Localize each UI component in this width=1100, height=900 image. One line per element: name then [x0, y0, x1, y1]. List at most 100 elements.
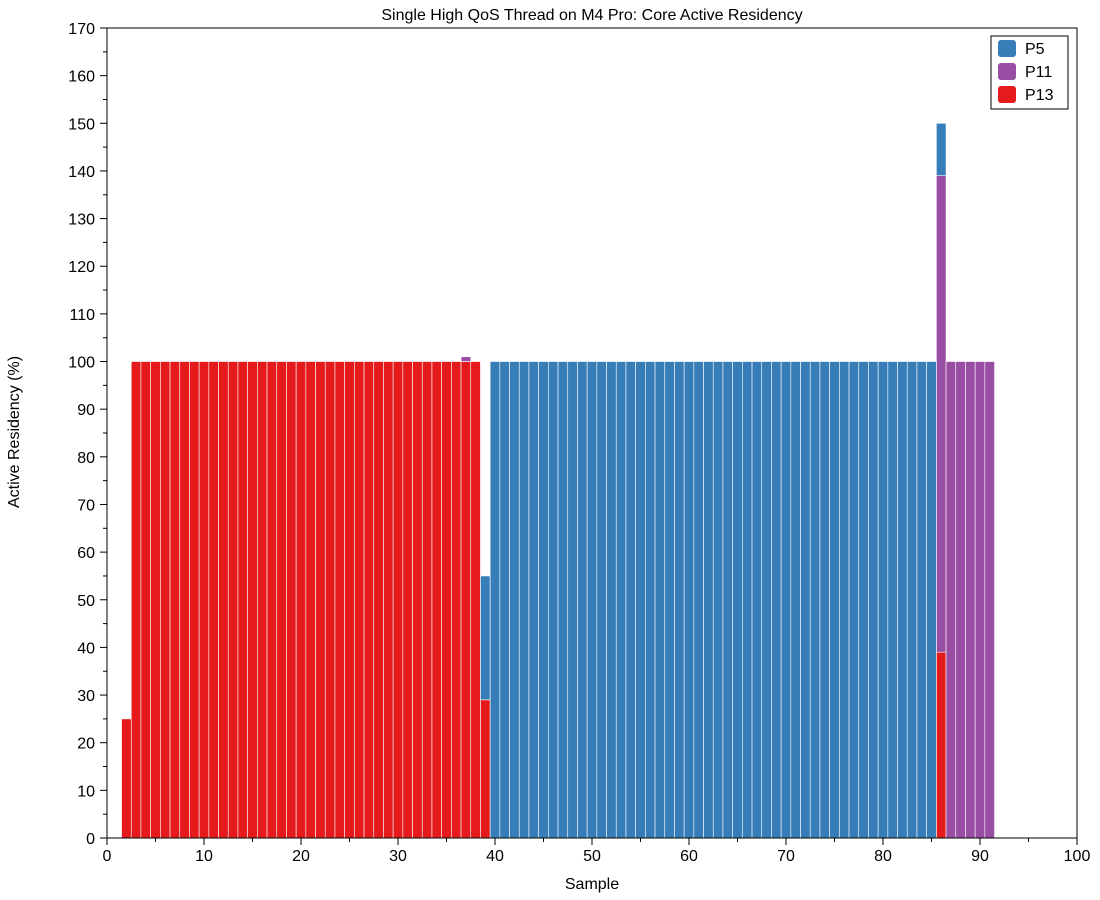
bar-p5-83	[906, 361, 918, 839]
bar-p13-7	[169, 361, 181, 839]
bar-p11-89	[965, 361, 976, 839]
legend-label-p5: P5	[1025, 41, 1045, 58]
bar-p5-80	[877, 361, 889, 839]
bar-p13-3	[130, 361, 142, 839]
bar-p13-25	[344, 361, 355, 839]
y-tick-label-110: 110	[69, 307, 95, 324]
bar-p5-54	[625, 361, 636, 839]
y-tick-label-70: 70	[77, 497, 95, 514]
y-axis: 0 10 20 30 40 50 60 70 80 90 100 110 120 130 140 150 160…	[68, 21, 107, 848]
bar-p13-17	[266, 361, 278, 839]
legend-label-p13: P13	[1025, 87, 1054, 104]
bar-p5-40	[489, 361, 501, 839]
bar-p13-27	[363, 361, 375, 839]
bar-p5-69	[771, 361, 782, 839]
bar-p5-51	[596, 361, 607, 839]
legend: P5 P11 P13	[990, 35, 1069, 110]
bar-p5-60	[683, 361, 695, 839]
bar-p5-59	[674, 361, 685, 839]
bar-p5-82	[897, 361, 908, 839]
bar-p13-13	[227, 361, 239, 839]
bar-p5-79	[868, 361, 879, 839]
bar-p13-36	[451, 361, 462, 839]
bar-p5-42	[509, 361, 520, 839]
y-tick-label-150: 150	[68, 116, 95, 133]
bar-p13-12	[218, 361, 229, 839]
bar-p5-81	[887, 361, 898, 839]
bar-p13-35	[441, 361, 452, 839]
bar-p5-61	[693, 361, 704, 839]
bar-p5-57	[654, 361, 666, 839]
y-tick-label-40: 40	[77, 640, 95, 657]
bar-p13-6	[160, 361, 171, 839]
bar-p13-38	[470, 361, 481, 839]
bar-p13-32	[412, 361, 423, 839]
plot-frame	[106, 27, 1078, 839]
x-tick-label-0: 0	[103, 848, 112, 865]
bar-p5-71	[790, 361, 801, 839]
y-tick-label-0: 0	[86, 831, 95, 848]
y-tick-label-170: 170	[68, 21, 95, 38]
bar-p5-86	[936, 122, 947, 177]
bar-p5-52	[606, 361, 617, 839]
x-tick-label-20: 20	[292, 848, 310, 865]
bar-p13-20	[295, 361, 307, 839]
bar-p5-49	[577, 361, 588, 839]
bar-p13-19	[286, 361, 297, 839]
bar-p5-53	[615, 361, 627, 839]
bar-p5-84	[916, 361, 927, 839]
legend-swatch-p5	[998, 40, 1016, 57]
y-tick-label-10: 10	[77, 783, 95, 800]
bar-p13-21	[305, 361, 316, 839]
y-tick-label-50: 50	[77, 593, 95, 610]
bar-p11-86	[936, 175, 947, 653]
bar-p5-68	[761, 361, 772, 839]
bar-p13-86	[936, 651, 947, 839]
bar-p13-28	[373, 361, 384, 839]
bar-p13-26	[354, 361, 365, 839]
bar-p5-50	[586, 361, 598, 839]
bar-p5-46	[548, 361, 559, 839]
bar-p5-62	[703, 361, 714, 839]
bar-p5-56	[645, 361, 656, 839]
bar-p5-73	[809, 361, 821, 839]
y-axis-label: Active Residency (%)	[6, 356, 23, 508]
x-tick-label-60: 60	[680, 848, 698, 865]
y-tick-label-130: 130	[68, 212, 95, 229]
bar-p5-45	[538, 361, 549, 839]
x-tick-label-40: 40	[486, 848, 504, 865]
bar-p13-9	[189, 361, 200, 839]
x-tick-label-80: 80	[874, 848, 892, 865]
bar-p5-47	[557, 361, 569, 839]
bar-p5-76	[839, 361, 850, 839]
bar-p13-37	[460, 361, 472, 839]
chart-title: Single High QoS Thread on M4 Pro: Core A…	[381, 7, 802, 24]
legend-label-p11: P11	[1025, 64, 1052, 81]
bars-layer	[121, 122, 995, 839]
bar-p11-88	[955, 361, 966, 839]
bar-p5-72	[800, 361, 811, 839]
bar-p13-2	[121, 718, 132, 839]
bar-p5-70	[780, 361, 792, 839]
bar-p13-10	[198, 361, 210, 839]
legend-swatch-p11	[998, 63, 1016, 80]
y-tick-label-30: 30	[77, 688, 95, 705]
bar-p5-67	[751, 361, 763, 839]
y-tick-label-80: 80	[77, 450, 95, 467]
bar-p11-87	[945, 361, 957, 839]
bar-p13-11	[208, 361, 219, 839]
bar-p11-37	[460, 356, 472, 362]
bar-p13-33	[421, 361, 433, 839]
y-tick-label-20: 20	[77, 736, 95, 753]
bar-p13-39	[480, 699, 491, 839]
bar-p5-58	[664, 361, 675, 839]
bar-p13-23	[324, 361, 336, 839]
bar-p13-29	[383, 361, 394, 839]
bar-p13-24	[334, 361, 345, 839]
bar-p13-8	[179, 361, 190, 839]
bar-p5-78	[858, 361, 869, 839]
x-tick-label-90: 90	[971, 848, 989, 865]
x-tick-label-70: 70	[777, 848, 795, 865]
bar-p13-18	[276, 361, 287, 839]
